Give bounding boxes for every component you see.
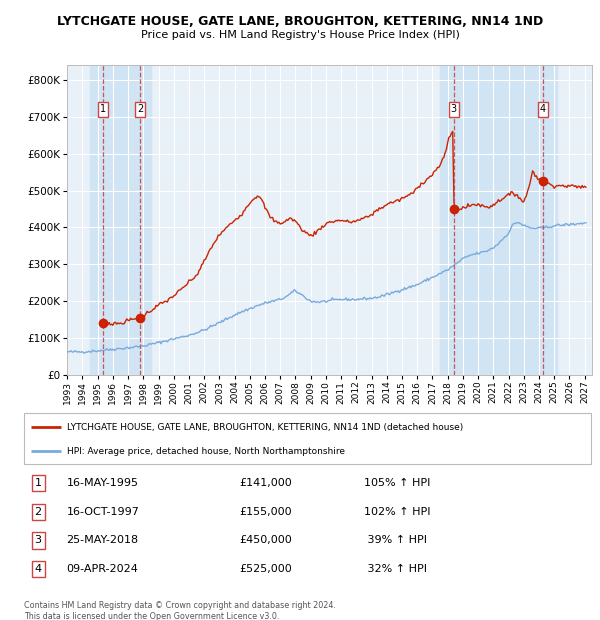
Bar [440,65,557,375]
Text: Contains HM Land Registry data © Crown copyright and database right 2024.
This d: Contains HM Land Registry data © Crown c… [24,601,336,620]
Text: 25-MAY-2018: 25-MAY-2018 [67,536,139,546]
Bar [90,65,151,375]
Text: 1: 1 [35,478,41,488]
Text: HPI: Average price, detached house, North Northamptonshire: HPI: Average price, detached house, Nort… [67,446,344,456]
Text: Price paid vs. HM Land Registry's House Price Index (HPI): Price paid vs. HM Land Registry's House … [140,30,460,40]
Text: 105% ↑ HPI: 105% ↑ HPI [364,478,431,488]
Text: 4: 4 [540,104,546,114]
Text: 09-APR-2024: 09-APR-2024 [67,564,139,574]
Text: 32% ↑ HPI: 32% ↑ HPI [364,564,427,574]
Text: 16-OCT-1997: 16-OCT-1997 [67,507,139,517]
Text: 102% ↑ HPI: 102% ↑ HPI [364,507,431,517]
Text: 2: 2 [137,104,143,114]
Text: 16-MAY-1995: 16-MAY-1995 [67,478,139,488]
Text: £155,000: £155,000 [239,507,292,517]
Text: £141,000: £141,000 [239,478,292,488]
Text: 39% ↑ HPI: 39% ↑ HPI [364,536,427,546]
Text: £525,000: £525,000 [239,564,292,574]
Text: £450,000: £450,000 [239,536,292,546]
Text: 2: 2 [35,507,42,517]
Text: 3: 3 [35,536,41,546]
FancyBboxPatch shape [24,413,591,464]
Text: LYTCHGATE HOUSE, GATE LANE, BROUGHTON, KETTERING, NN14 1ND: LYTCHGATE HOUSE, GATE LANE, BROUGHTON, K… [57,15,543,28]
Text: LYTCHGATE HOUSE, GATE LANE, BROUGHTON, KETTERING, NN14 1ND (detached house): LYTCHGATE HOUSE, GATE LANE, BROUGHTON, K… [67,423,463,432]
Text: 1: 1 [100,104,106,114]
Text: 3: 3 [451,104,457,114]
Text: 4: 4 [35,564,42,574]
